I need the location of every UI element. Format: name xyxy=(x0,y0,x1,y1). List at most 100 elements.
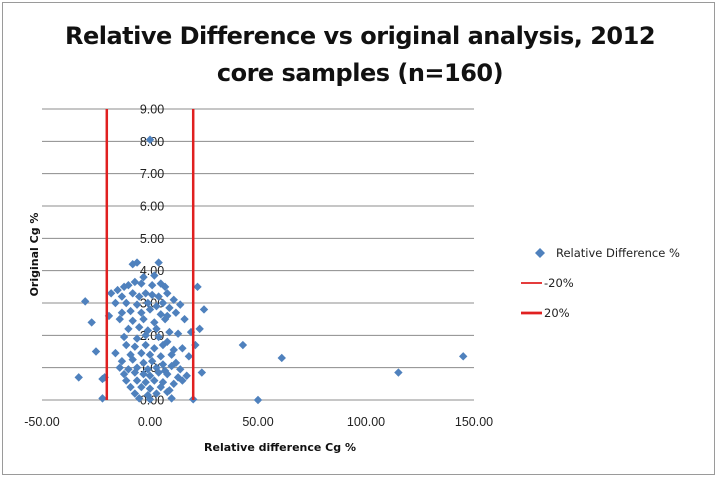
x-tick-label: -50.00 xyxy=(24,415,59,429)
data-point xyxy=(238,340,248,350)
y-tick-label: 4.00 xyxy=(140,264,164,278)
data-point xyxy=(137,348,146,358)
data-point xyxy=(163,337,172,346)
data-point xyxy=(163,311,172,321)
legend: Relative Difference % -20% 20% xyxy=(521,246,680,320)
data-point xyxy=(156,310,165,319)
data-point xyxy=(158,360,168,369)
data-point xyxy=(137,308,146,317)
data-point xyxy=(147,290,157,300)
data-point xyxy=(165,327,174,337)
data-point xyxy=(145,305,155,314)
data-point xyxy=(154,292,163,301)
data-point xyxy=(193,282,202,292)
data-point xyxy=(156,382,165,392)
data-point xyxy=(135,323,144,332)
data-point xyxy=(178,376,187,385)
data-point xyxy=(111,298,120,308)
data-point xyxy=(91,347,101,356)
data-point xyxy=(145,384,155,393)
data-point xyxy=(145,371,155,380)
data-point xyxy=(117,292,127,301)
data-point xyxy=(184,352,194,361)
chart-title: Relative Difference vs original analysis… xyxy=(0,18,720,92)
data-point xyxy=(163,387,172,397)
data-point xyxy=(113,285,122,295)
data-point xyxy=(145,350,155,359)
data-point xyxy=(119,332,129,342)
data-point xyxy=(150,376,159,385)
x-tick-label: 100.00 xyxy=(347,415,385,429)
data-point xyxy=(167,394,176,403)
data-point xyxy=(143,365,153,374)
data-point xyxy=(130,368,140,377)
data-point xyxy=(141,378,150,387)
data-point xyxy=(128,316,137,325)
data-point xyxy=(87,318,96,327)
data-point xyxy=(117,308,127,317)
data-point xyxy=(126,306,135,316)
data-point xyxy=(195,324,204,334)
data-point xyxy=(137,279,146,288)
data-point xyxy=(141,289,150,298)
data-point xyxy=(128,355,137,364)
data-point xyxy=(128,260,137,269)
chart-title-line-1: Relative Difference vs original analysis… xyxy=(64,22,656,50)
data-point xyxy=(152,302,161,311)
data-point xyxy=(139,272,148,282)
data-point xyxy=(124,365,133,374)
data-point xyxy=(132,376,142,385)
data-point xyxy=(106,289,116,298)
data-point xyxy=(147,281,157,290)
data-point xyxy=(182,371,191,380)
data-point xyxy=(167,350,176,359)
y-tick-label: 6.00 xyxy=(140,200,164,214)
data-point xyxy=(176,365,185,374)
data-points xyxy=(74,135,468,405)
data-point xyxy=(253,395,263,405)
data-point xyxy=(143,390,153,400)
x-axis-title: Relative difference Cg % xyxy=(204,441,356,454)
data-point xyxy=(143,298,153,308)
data-point xyxy=(119,369,129,379)
data-point xyxy=(154,258,163,267)
data-point xyxy=(115,314,124,324)
data-point xyxy=(160,314,170,324)
legend-label: -20% xyxy=(544,276,574,290)
data-point xyxy=(145,135,155,144)
data-point xyxy=(167,361,176,371)
data-point xyxy=(135,394,144,403)
data-point xyxy=(169,379,178,389)
data-point xyxy=(197,368,207,377)
data-point xyxy=(132,334,142,343)
x-tick-label: 0.00 xyxy=(138,415,162,429)
threshold-lines xyxy=(105,109,195,400)
data-point xyxy=(128,289,137,298)
legend-label: Relative Difference % xyxy=(556,246,680,260)
data-point xyxy=(176,300,185,309)
data-point xyxy=(154,332,163,342)
legend-label: 20% xyxy=(544,306,570,320)
data-point xyxy=(139,369,148,379)
data-point xyxy=(147,357,157,366)
data-point xyxy=(139,314,148,324)
data-point xyxy=(117,357,127,366)
data-point xyxy=(132,258,142,267)
data-point xyxy=(74,373,83,382)
data-point xyxy=(163,289,172,298)
x-tick-labels: -50.00 0.00 50.00 100.00 150.00 xyxy=(24,415,493,429)
data-point xyxy=(130,389,140,398)
data-point xyxy=(122,298,131,308)
y-tick-label: 9.00 xyxy=(140,103,164,117)
x-tick-label: 50.00 xyxy=(242,415,273,429)
data-point xyxy=(122,376,131,385)
data-point xyxy=(158,340,168,350)
data-point xyxy=(199,305,209,314)
data-point xyxy=(150,318,159,327)
data-point xyxy=(137,382,146,392)
data-point xyxy=(156,352,165,361)
data-point xyxy=(277,353,286,363)
data-point xyxy=(154,368,163,377)
data-point xyxy=(130,277,140,287)
